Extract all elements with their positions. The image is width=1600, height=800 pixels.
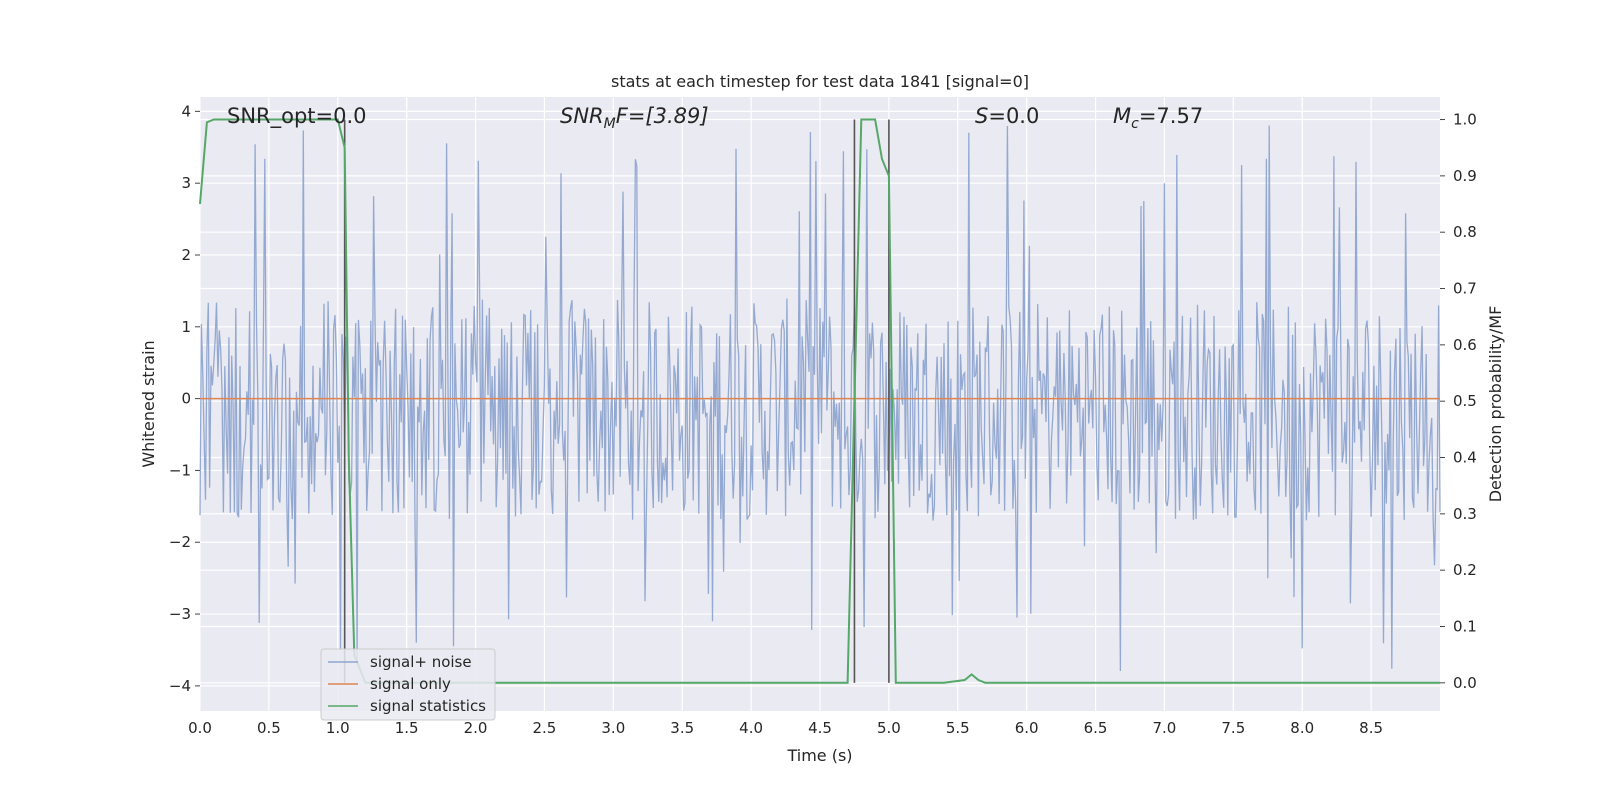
- annotation-mc-value: =7.57: [1139, 104, 1203, 128]
- y-tick-label-left: −2: [169, 533, 191, 551]
- x-tick-label: 6.0: [1015, 719, 1039, 737]
- y-tick-label-right: 0.2: [1453, 561, 1477, 579]
- annotation-snr-mf: SNRMF=[3.89]: [560, 104, 709, 132]
- legend-label-signal-noise: signal+ noise: [370, 653, 472, 671]
- y-tick-label-left: 2: [181, 246, 191, 264]
- annotation-snr-mf-base: SNR: [560, 104, 604, 128]
- y-tick-label-left: −4: [169, 677, 191, 695]
- x-axis-label: Time (s): [786, 746, 852, 765]
- annotation-mc: Mc=7.57: [1113, 104, 1203, 132]
- y-tick-label-right: 0.1: [1453, 618, 1477, 636]
- y-tick-label-right: 0.0: [1453, 674, 1477, 692]
- y-tick-label-right: 1.0: [1453, 111, 1477, 129]
- y-tick-label-right: 0.8: [1453, 223, 1477, 241]
- annotation-s-value: =0.0: [988, 104, 1039, 128]
- y-tick-label-right: 0.4: [1453, 449, 1477, 467]
- series-signal-statistics: [199, 118, 1440, 684]
- y-tick-label-right: 0.5: [1453, 392, 1477, 410]
- x-tick-label: 2.5: [533, 719, 557, 737]
- annotation-s-label: S: [975, 104, 988, 128]
- x-tick-label: 8.5: [1359, 719, 1383, 737]
- y-tick-label-right: 0.9: [1453, 167, 1477, 185]
- x-tick-label: 1.5: [395, 719, 419, 737]
- legend-label-signal-statistics: signal statistics: [370, 697, 486, 715]
- signal-noise-line: [199, 125, 1441, 672]
- legend: signal+ noise signal only signal statist…: [320, 648, 496, 721]
- tick-labels: 0.0 0.5 1.0 1.5 2.0 2.5 3.0 3.5 4.0 4.5 5.0 5.5 6.0 6…: [169, 102, 1477, 737]
- x-tick-label: 7.5: [1221, 719, 1245, 737]
- x-tick-label: 5.5: [946, 719, 970, 737]
- annotation-snr-mf-sub: M: [604, 116, 616, 132]
- y-tick-label-left: 1: [181, 318, 191, 336]
- legend-box: [320, 648, 496, 721]
- y-tick-label-right: 0.6: [1453, 336, 1477, 354]
- annotation-snr-mf-rest: F=[3.89]: [616, 104, 709, 128]
- annotation-mc-sub: c: [1131, 116, 1139, 132]
- series-signal-noise: [199, 125, 1441, 672]
- legend-label-signal-only: signal only: [370, 675, 451, 693]
- x-tick-label: 6.5: [1084, 719, 1108, 737]
- y-tick-label-right: 0.3: [1453, 505, 1477, 523]
- y-tick-label-left: −3: [169, 605, 191, 623]
- x-tick-label: 4.0: [739, 719, 763, 737]
- y-tick-label-left: −1: [169, 461, 191, 479]
- x-tick-label: 7.0: [1153, 719, 1177, 737]
- y-tick-label-right: 0.7: [1453, 280, 1477, 298]
- x-tick-label: 0.5: [257, 719, 281, 737]
- x-tick-label: 2.0: [464, 719, 488, 737]
- annotation-mc-base: M: [1113, 104, 1131, 128]
- x-tick-label: 5.0: [877, 719, 901, 737]
- x-tick-label: 1.0: [326, 719, 350, 737]
- annotation-s: S=0.0: [975, 104, 1039, 128]
- annotation-snr-opt: SNR_opt=0.0: [227, 104, 367, 129]
- y-tick-label-left: 4: [181, 102, 191, 120]
- signal-statistics-line: [199, 118, 1440, 684]
- x-tick-label: 3.0: [601, 719, 625, 737]
- y-tick-label-left: 0: [181, 390, 191, 408]
- y-axis-label-right: Detection probability/MF: [1486, 306, 1505, 503]
- x-tick-label: 4.5: [808, 719, 832, 737]
- x-tick-label: 3.5: [670, 719, 694, 737]
- x-tick-label: 0.0: [188, 719, 212, 737]
- y-axis-label: Whitened strain: [139, 340, 158, 467]
- y-tick-label-left: 3: [181, 174, 191, 192]
- chart-title: stats at each timestep for test data 184…: [611, 72, 1029, 91]
- x-tick-label: 8.0: [1290, 719, 1314, 737]
